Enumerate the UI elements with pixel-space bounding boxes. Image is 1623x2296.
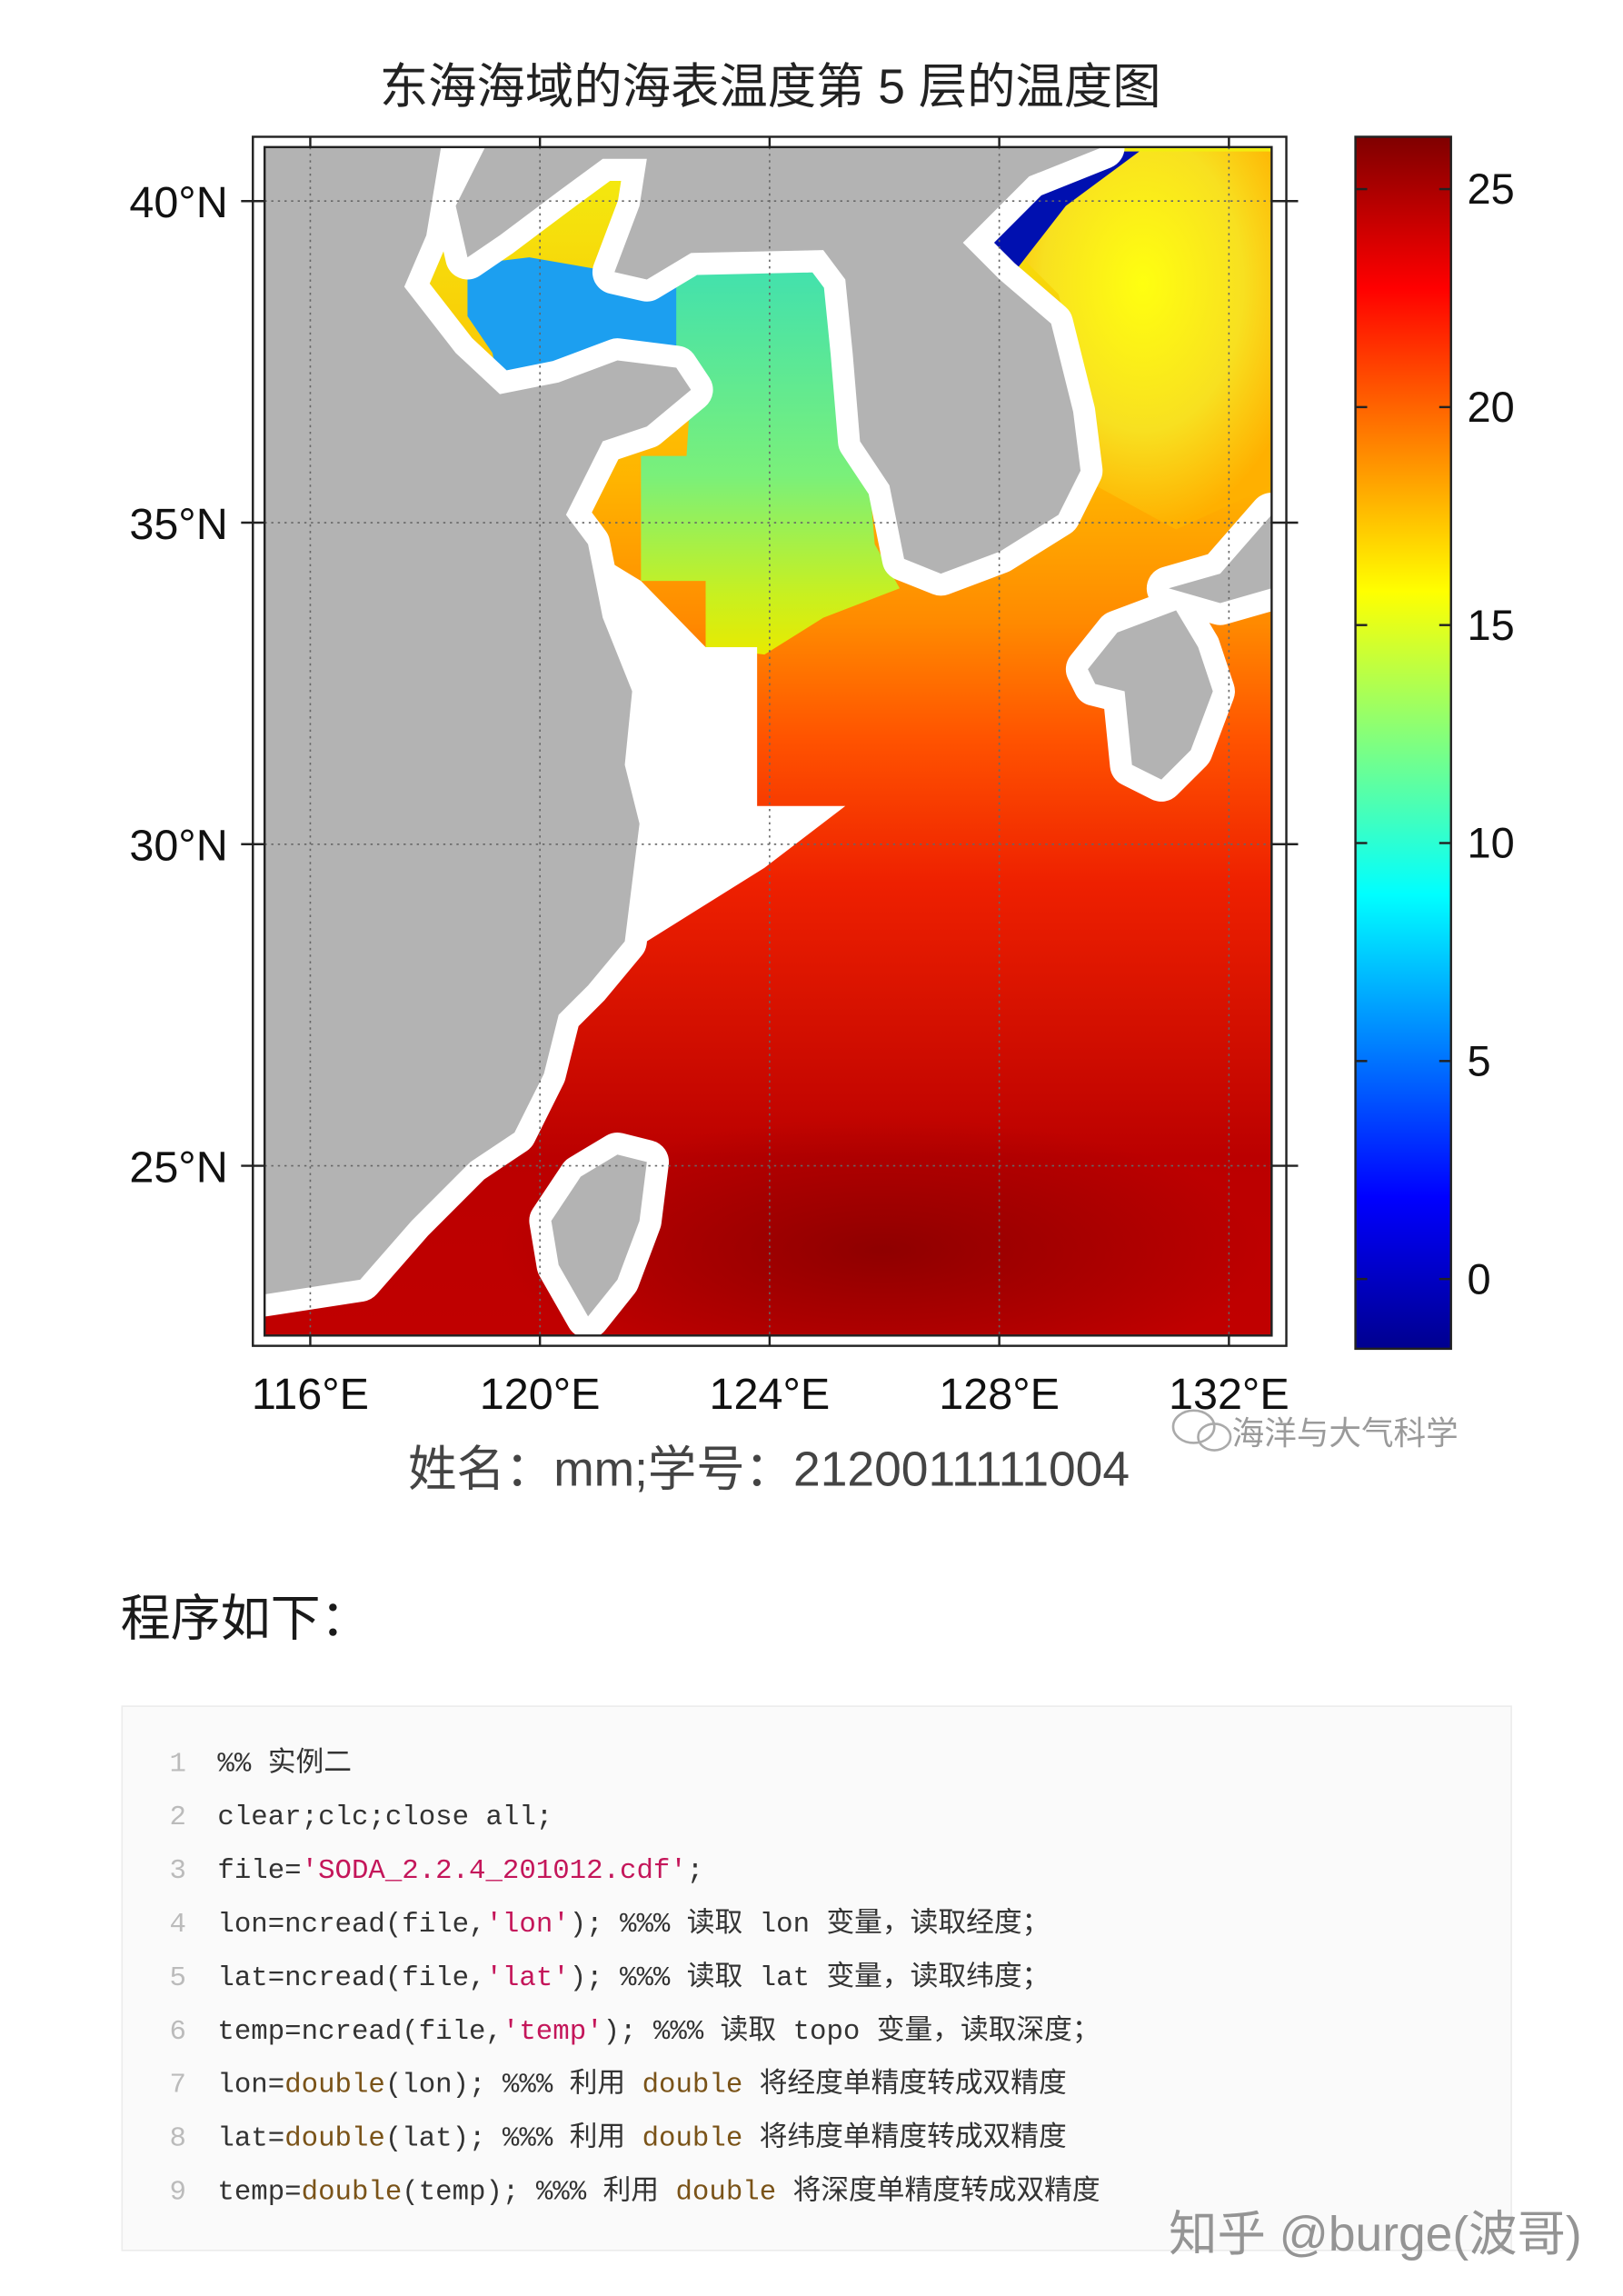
colorbar-tick-label: 20 — [1468, 384, 1515, 431]
line-number: 5 — [170, 1962, 186, 1994]
code-token: clear;clc;close all; — [217, 1802, 553, 1833]
code-token: double — [302, 2177, 403, 2209]
code-line: clear;clc;close all; — [217, 1802, 553, 1833]
x-tick-label: 132°E — [1169, 1370, 1289, 1419]
grid — [264, 146, 1272, 1336]
code-token: temp= — [217, 2177, 301, 2209]
code-token: (lat); %%% 利用 — [385, 2122, 642, 2155]
code-line: lat=ncread(file,'lat'); %%% 读取 lat 变量，读取… — [217, 1961, 1050, 1994]
code-token: ); %%% 读取 lon 变量，读取经度； — [570, 1907, 1050, 1941]
line-number: 9 — [170, 2177, 186, 2209]
code-token: double — [642, 2070, 743, 2101]
x-tick-label: 128°E — [939, 1370, 1060, 1419]
code-token: lon= — [217, 2070, 284, 2101]
code-token: file= — [217, 1855, 301, 1887]
footer-watermark: 知乎 @burge(波哥) — [1169, 2208, 1582, 2261]
code: 1 %% 实例二 2 clear;clc;close all; 3 file='SODA_… — [170, 1746, 1100, 2208]
code-token: (lon); %%% 利用 — [385, 2069, 642, 2101]
watermark: 海洋与大气科学 — [1232, 1415, 1459, 1452]
x-tick-label: 120°E — [480, 1370, 601, 1419]
code-line: lon=ncread(file,'lon'); %%% 读取 lon 变量，读取… — [217, 1907, 1050, 1941]
code-token: ; — [687, 1855, 703, 1887]
code-token: double — [642, 2123, 743, 2155]
code-line: lat=double(lat); %%% 利用 double 将纬度单精度转成双… — [217, 2121, 1066, 2155]
code-token: ); %%% 读取 topo 变量，读取深度； — [603, 2014, 1100, 2048]
watermark-icon — [1171, 1409, 1232, 1452]
code-token: lat=ncread(file, — [217, 1962, 485, 1994]
code-line: file='SODA_2.2.4_201012.cdf'; — [217, 1855, 703, 1887]
line-number: 7 — [170, 2070, 186, 2101]
map — [264, 146, 1272, 1336]
colorbar-tick-label: 5 — [1468, 1037, 1491, 1084]
colorbar-tick-label: 25 — [1468, 165, 1515, 213]
code-token: 将深度单精度转成双精度 — [776, 2175, 1100, 2209]
colorbar-tick-label: 0 — [1468, 1255, 1491, 1303]
code-block — [121, 1705, 1512, 2251]
code-token: ); %%% 读取 lat 变量，读取纬度； — [570, 1961, 1050, 1994]
code-token: lat= — [217, 2123, 284, 2155]
code-token: 'lon' — [485, 1909, 569, 1941]
colorbar — [1354, 135, 1452, 1351]
line-number: 3 — [170, 1855, 186, 1887]
code-line: temp=double(temp); %%% 利用 double 将深度单精度转… — [217, 2175, 1100, 2209]
code-token: (temp); %%% 利用 — [402, 2176, 675, 2209]
x-axis-label: 姓名：mm;学号：2120011111004 — [408, 1442, 1130, 1496]
x-tick-label: 116°E — [252, 1370, 369, 1419]
code-token: double — [284, 2070, 385, 2101]
code-token: double — [675, 2177, 776, 2209]
section-heading: 程序如下： — [121, 1590, 371, 1646]
line-number: 8 — [170, 2123, 186, 2155]
code-token: %% 实例二 — [217, 1746, 352, 1780]
code-token: lon=ncread(file, — [217, 1909, 485, 1941]
colorbar-tick-label: 15 — [1468, 602, 1515, 649]
frame-inner — [263, 145, 1273, 1337]
x-tick-label: 124°E — [710, 1370, 831, 1419]
code-line: temp=ncread(file,'temp'); %%% 读取 topo 变量… — [217, 2014, 1100, 2048]
japan-sea — [1014, 151, 1272, 530]
code-token: temp=ncread(file, — [217, 2016, 503, 2048]
line-number: 6 — [170, 2016, 186, 2048]
y-tick-label: 35°N — [129, 500, 227, 549]
y-tick-label: 25°N — [129, 1143, 227, 1192]
colorbar-tick-label: 10 — [1468, 820, 1515, 867]
y-tick-label: 40°N — [129, 178, 227, 227]
line-number: 2 — [170, 1802, 186, 1833]
sea-warm — [500, 1117, 1265, 1336]
chart-title: 东海海域的海表温度第 5 层的温度图 — [380, 60, 1161, 114]
code-token: double — [284, 2123, 385, 2155]
code-line: %% 实例二 — [217, 1746, 352, 1780]
code-token: 将经度单精度转成双精度 — [742, 2068, 1066, 2101]
code-token: 将纬度单精度转成双精度 — [742, 2121, 1066, 2155]
code-token: 'temp' — [503, 2016, 603, 2048]
code-token: 'SODA_2.2.4_201012.cdf' — [302, 1855, 687, 1887]
y-tick-label: 30°N — [129, 822, 227, 871]
code-line: lon=double(lon); %%% 利用 double 将经度单精度转成双… — [217, 2068, 1066, 2101]
line-number: 1 — [170, 1748, 186, 1780]
line-number: 4 — [170, 1909, 186, 1941]
japan-sea-cold — [962, 151, 1140, 273]
land — [264, 146, 1272, 1317]
code-token: 'lat' — [485, 1962, 569, 1994]
